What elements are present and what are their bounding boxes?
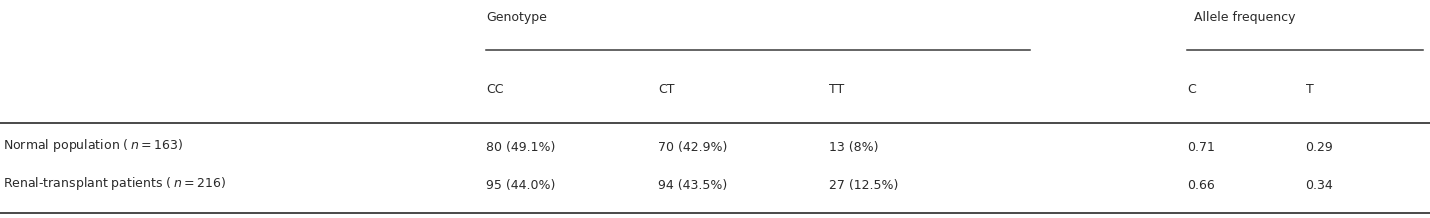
Text: 80 (49.1%): 80 (49.1%) bbox=[486, 141, 556, 154]
Text: C: C bbox=[1187, 83, 1195, 96]
Text: 0.71: 0.71 bbox=[1187, 141, 1214, 154]
Text: Genotype: Genotype bbox=[486, 11, 548, 24]
Text: T: T bbox=[1306, 83, 1313, 96]
Text: 0.34: 0.34 bbox=[1306, 179, 1333, 192]
Text: 95 (44.0%): 95 (44.0%) bbox=[486, 179, 556, 192]
Text: 27 (12.5%): 27 (12.5%) bbox=[829, 179, 899, 192]
Text: 0.29: 0.29 bbox=[1306, 141, 1333, 154]
Text: CC: CC bbox=[486, 83, 503, 96]
Text: 94 (43.5%): 94 (43.5%) bbox=[658, 179, 726, 192]
Text: 70 (42.9%): 70 (42.9%) bbox=[658, 141, 728, 154]
Text: CT: CT bbox=[658, 83, 675, 96]
Text: Allele frequency: Allele frequency bbox=[1194, 11, 1296, 24]
Text: Normal population ( $\it{n}$ = 163): Normal population ( $\it{n}$ = 163) bbox=[3, 137, 183, 154]
Text: Renal-transplant patients ( $\it{n}$ = 216): Renal-transplant patients ( $\it{n}$ = 2… bbox=[3, 175, 226, 192]
Text: TT: TT bbox=[829, 83, 845, 96]
Text: 0.66: 0.66 bbox=[1187, 179, 1214, 192]
Text: 13 (8%): 13 (8%) bbox=[829, 141, 879, 154]
